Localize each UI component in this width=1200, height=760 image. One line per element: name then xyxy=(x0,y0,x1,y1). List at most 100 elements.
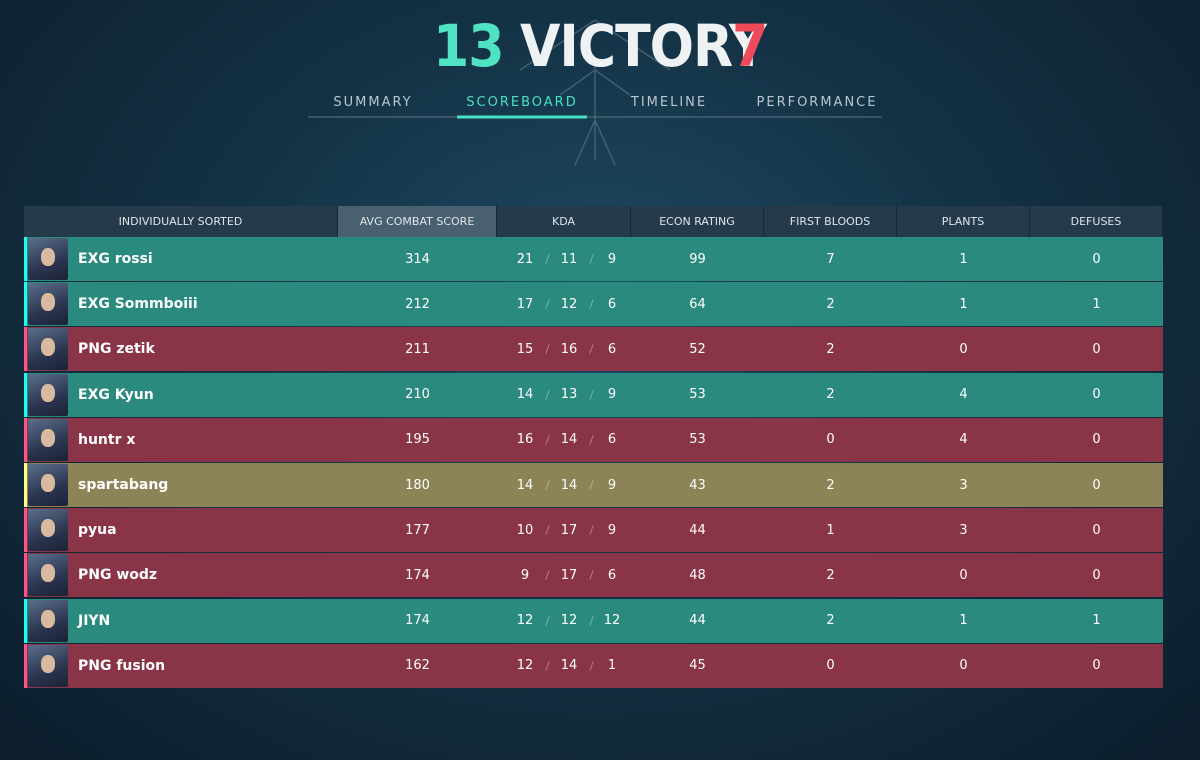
row-accent xyxy=(24,643,27,688)
column-header[interactable]: AVG COMBAT SCORE xyxy=(338,206,497,237)
player-row: EXG Kyun 210 14 13 9 53 2 4 0 xyxy=(24,372,1163,417)
player-name: PNG zetik xyxy=(78,341,155,358)
first-bloods: 2 xyxy=(826,567,835,583)
acs: 210 xyxy=(405,387,430,403)
defuses: 0 xyxy=(1092,341,1101,357)
acs: 195 xyxy=(405,432,430,448)
row-accent xyxy=(24,417,27,462)
plants: 1 xyxy=(959,613,968,629)
plants: 1 xyxy=(959,251,968,267)
econ-rating: 53 xyxy=(689,432,706,448)
kda-value: 12 xyxy=(560,613,578,629)
column-header[interactable]: FIRST BLOODS xyxy=(764,206,897,237)
portrait-face xyxy=(41,519,55,538)
defuses: 0 xyxy=(1092,251,1101,267)
player-row: spartabang 180 14 14 9 43 2 3 0 xyxy=(24,463,1163,507)
row-accent xyxy=(24,372,27,417)
kda-value: 15 xyxy=(516,341,534,357)
defuses: 0 xyxy=(1092,387,1101,403)
agent-portrait xyxy=(28,418,68,461)
econ-rating: 53 xyxy=(689,387,706,403)
column-header[interactable]: KDA xyxy=(497,206,631,237)
defuses: 0 xyxy=(1092,477,1101,493)
player-row: PNG fusion 162 12 14 1 45 0 0 0 xyxy=(24,643,1163,688)
defuses: 1 xyxy=(1092,613,1101,629)
defuses: 0 xyxy=(1092,567,1101,583)
plants: 4 xyxy=(959,432,968,448)
portrait-face xyxy=(41,609,55,628)
column-header[interactable]: ECON RATING xyxy=(631,206,764,237)
portrait-face xyxy=(41,564,55,583)
player-name: EXG rossi xyxy=(78,251,153,267)
first-bloods: 7 xyxy=(826,251,835,267)
row-accent xyxy=(24,327,27,372)
kda-value: 6 xyxy=(607,341,617,357)
plants: 3 xyxy=(959,522,968,538)
player-name: JIYN xyxy=(78,612,111,629)
plants: 4 xyxy=(959,387,968,403)
column-header[interactable]: INDIVIDUALLY SORTED xyxy=(24,206,338,237)
column-header[interactable]: PLANTS xyxy=(897,206,1030,237)
tab[interactable]: PERFORMANCE xyxy=(756,95,878,110)
first-bloods: 0 xyxy=(826,432,835,448)
portrait-face xyxy=(41,338,55,357)
plants: 3 xyxy=(959,477,968,493)
row-accent xyxy=(24,553,27,598)
first-bloods: 2 xyxy=(826,296,835,312)
portrait-face xyxy=(41,248,55,266)
score-left: 13 xyxy=(433,12,505,80)
row-accent xyxy=(24,282,27,327)
kda-value: 9 xyxy=(520,567,530,583)
portrait-face xyxy=(41,293,55,312)
acs: 174 xyxy=(405,613,430,629)
agent-portrait xyxy=(28,599,68,642)
econ-rating: 64 xyxy=(689,296,706,312)
econ-rating: 99 xyxy=(689,251,706,267)
econ-rating: 45 xyxy=(689,658,706,674)
kda-value: 6 xyxy=(607,432,617,448)
tab[interactable]: SCOREBOARD xyxy=(466,95,578,110)
kda-value: 11 xyxy=(560,251,578,267)
defuses: 0 xyxy=(1092,658,1101,674)
portrait-face xyxy=(41,654,55,673)
tab[interactable]: TIMELINE xyxy=(630,95,708,110)
player-name: pyua xyxy=(78,522,117,539)
header-decoration xyxy=(308,19,882,166)
kda-value: 16 xyxy=(516,432,534,448)
kda-value: 14 xyxy=(516,477,534,493)
agent-portrait xyxy=(28,509,68,552)
tab[interactable]: SUMMARY xyxy=(333,95,413,110)
player-row: EXG Sommboiii 212 17 12 6 64 2 1 1 xyxy=(24,282,1163,327)
first-bloods: 2 xyxy=(826,341,835,357)
kda-value: 6 xyxy=(607,567,617,583)
defuses: 0 xyxy=(1092,522,1101,538)
player-row: pyua 177 10 17 9 44 1 3 0 xyxy=(24,508,1163,553)
plants: 0 xyxy=(959,341,968,357)
kda-value: 6 xyxy=(607,296,617,312)
kda-value: 9 xyxy=(607,387,617,403)
acs: 180 xyxy=(405,477,430,493)
kda-value: 17 xyxy=(560,567,578,583)
first-bloods: 0 xyxy=(826,658,835,674)
econ-rating: 44 xyxy=(689,522,706,538)
econ-rating: 52 xyxy=(689,341,706,357)
kda-value: 16 xyxy=(560,341,578,357)
kda-value: 13 xyxy=(560,387,578,403)
kda-value: 17 xyxy=(560,522,578,538)
kda-value: 14 xyxy=(516,387,534,403)
player-row: PNG zetik 211 15 16 6 52 2 0 0 xyxy=(24,327,1163,372)
row-accent xyxy=(24,237,27,281)
acs: 162 xyxy=(405,658,430,674)
column-header[interactable]: DEFUSES xyxy=(1030,206,1163,237)
result: VICTORY xyxy=(520,12,767,80)
kda-value: 12 xyxy=(603,613,621,629)
agent-portrait xyxy=(28,328,68,371)
kda-value: 9 xyxy=(607,522,617,538)
kda-value: 10 xyxy=(516,522,534,538)
kda-value: 9 xyxy=(607,477,617,493)
acs: 211 xyxy=(405,341,430,357)
row-accent xyxy=(24,598,27,643)
defuses: 0 xyxy=(1092,432,1101,448)
kda-value: 14 xyxy=(560,658,578,674)
